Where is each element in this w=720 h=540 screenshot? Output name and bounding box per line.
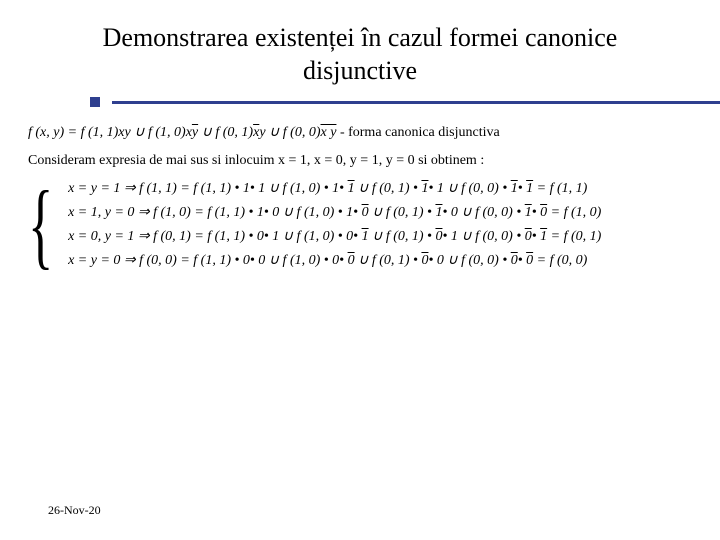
- case-1: x = y = 1 ⇒ f (1, 1) = f (1, 1) • 1• 1 ∪…: [68, 177, 601, 201]
- c2ov3: 1: [525, 205, 532, 220]
- c3ov1: 1: [362, 229, 369, 244]
- c1b: ∪ f (0, 1) •: [355, 181, 422, 196]
- c2ov1: 0: [362, 205, 369, 220]
- c3d: = f (0, 1): [547, 229, 601, 244]
- title-block: Demonstrarea existenței în cazul formei …: [0, 0, 720, 87]
- c3c: • 1 ∪ f (0, 0) •: [442, 229, 524, 244]
- c3b: ∪ f (0, 1) •: [369, 229, 436, 244]
- c2d: = f (1, 0): [547, 205, 601, 220]
- rule-line: [112, 101, 720, 104]
- c2a: x = 1, y = 0 ⇒ f (1, 0) = f (1, 1) • 1• …: [68, 205, 362, 220]
- title-rule: [0, 97, 720, 107]
- c3ov3: 0: [525, 229, 532, 244]
- case-3: x = 0, y = 1 ⇒ f (0, 1) = f (1, 1) • 0• …: [68, 225, 601, 249]
- formula-mid1: ∪ f (0, 1): [198, 125, 253, 140]
- formula-mid2: y ∪ f (0, 0): [259, 125, 320, 140]
- content-area: f (x, y) = f (1, 1)xy ∪ f (1, 0)x y ∪ f (…: [0, 107, 720, 273]
- cases: x = y = 1 ⇒ f (1, 1) = f (1, 1) • 1• 1 ∪…: [68, 177, 601, 273]
- c4ov1: 0: [348, 253, 355, 268]
- c1ov1: 1: [348, 181, 355, 196]
- overline-xy: x y: [321, 125, 337, 140]
- cases-group: { x = y = 1 ⇒ f (1, 1) = f (1, 1) • 1• 1…: [28, 177, 700, 273]
- c4a: x = y = 0 ⇒ f (0, 0) = f (1, 1) • 0• 0 ∪…: [68, 253, 348, 268]
- c1c: • 1 ∪ f (0, 0) •: [428, 181, 510, 196]
- brace-icon: {: [28, 177, 54, 273]
- c4ov3: 0: [511, 253, 518, 268]
- formula-tail: - forma canonica disjunctiva: [336, 125, 499, 140]
- c4b: ∪ f (0, 1) •: [355, 253, 422, 268]
- case-4: x = y = 0 ⇒ f (0, 0) = f (1, 1) • 0• 0 ∪…: [68, 249, 601, 273]
- c4d: = f (0, 0): [533, 253, 587, 268]
- c1a: x = y = 1 ⇒ f (1, 1) = f (1, 1) • 1• 1 ∪…: [68, 181, 348, 196]
- c1d: = f (1, 1): [533, 181, 587, 196]
- title-line-2: disjunctive: [303, 56, 417, 85]
- formula-prefix: f (x, y) = f (1, 1)xy ∪ f (1, 0)x: [28, 125, 192, 140]
- main-formula: f (x, y) = f (1, 1)xy ∪ f (1, 0)x y ∪ f (…: [28, 121, 700, 145]
- case-2: x = 1, y = 0 ⇒ f (1, 0) = f (1, 1) • 1• …: [68, 201, 601, 225]
- title-line-1: Demonstrarea existenței în cazul formei …: [103, 23, 618, 52]
- consider-line: Consideram expresia de mai sus si inlocu…: [28, 149, 700, 173]
- c4c: • 0 ∪ f (0, 0) •: [428, 253, 510, 268]
- c2c: • 0 ∪ f (0, 0) •: [442, 205, 524, 220]
- c3a: x = 0, y = 1 ⇒ f (0, 1) = f (1, 1) • 0• …: [68, 229, 362, 244]
- rule-bullet: [90, 97, 100, 107]
- footer-date: 26-Nov-20: [48, 503, 101, 518]
- c1ov3: 1: [511, 181, 518, 196]
- c2b: ∪ f (0, 1) •: [369, 205, 436, 220]
- slide-title: Demonstrarea existenței în cazul formei …: [103, 22, 618, 87]
